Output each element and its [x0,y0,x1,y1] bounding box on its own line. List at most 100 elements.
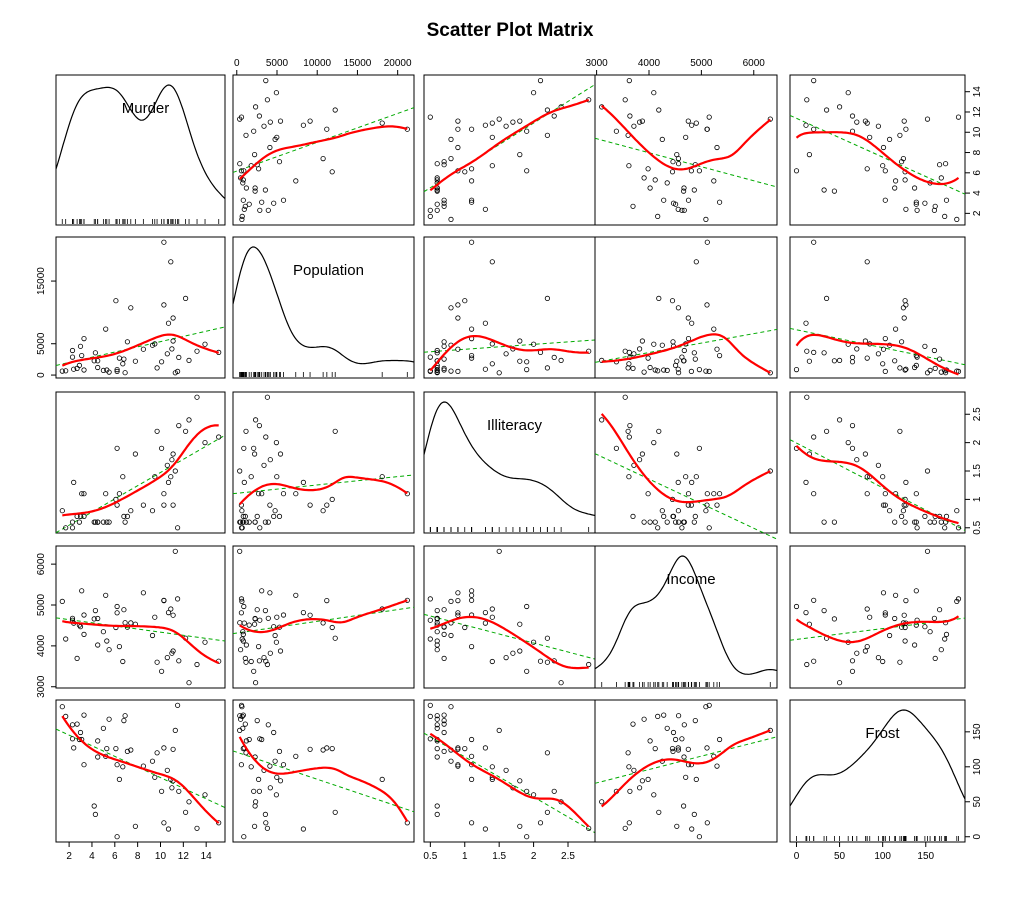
data-point [767,116,773,122]
data-point [176,658,182,664]
panel-frame [789,391,966,534]
data-point [243,185,249,191]
data-point [911,185,918,191]
data-point [81,612,87,618]
data-point [922,513,928,520]
data-point [307,612,313,618]
y-tick-label: 2.5 [972,407,983,421]
loess-smoother [429,732,590,828]
data-point [170,338,176,344]
data-point [627,113,633,119]
data-point [267,590,273,596]
data-point [651,439,657,446]
data-point [704,302,710,308]
data-point [693,474,699,480]
data-point [811,597,817,603]
data-point [714,763,720,769]
data-point [482,620,488,626]
linear-fit-line [594,137,778,188]
linear-fit-line [594,453,778,540]
data-point [77,343,84,349]
data-point [132,823,138,829]
panel-frame [594,74,778,226]
data-point [154,659,160,665]
data-point [630,203,636,209]
data-point [922,200,928,206]
data-point [265,519,271,525]
data-point [170,315,176,321]
data-point [599,357,605,363]
data-point [544,365,551,371]
data-point [441,203,447,209]
data-point [252,823,258,829]
data-point [159,445,165,451]
data-point [831,616,838,622]
data-point [675,156,682,162]
linear-fit-line [55,434,226,534]
data-point [113,298,119,304]
data-point [164,462,170,468]
data-point [455,745,461,751]
data-point [140,502,146,508]
data-point [455,762,461,768]
data-point [379,120,385,126]
data-point [100,367,107,373]
data-point [427,617,433,623]
data-point [496,370,502,376]
data-point [711,491,717,497]
panel-frame [55,391,226,534]
data-point [489,120,495,126]
data-point [307,746,313,752]
data-point [320,156,326,162]
data-point [63,525,69,531]
data-point [81,712,87,718]
data-point [332,809,338,815]
data-point [468,776,475,783]
data-point [626,764,632,770]
data-point [434,803,440,809]
panel-income-vs-murder [55,545,226,689]
data-point [524,668,530,674]
data-point [831,188,838,194]
data-point [441,200,447,206]
data-point [237,713,243,719]
data-point [434,620,440,626]
data-point [882,168,888,174]
data-point [169,346,175,352]
data-point [175,368,181,374]
data-point [849,359,856,365]
data-point [831,358,838,364]
data-point [811,434,817,440]
data-point [79,352,85,359]
data-point [489,614,495,620]
data-point [172,727,178,734]
data-point [931,207,938,213]
data-point [652,519,658,525]
data-point [685,197,692,203]
data-point [716,199,723,205]
diagonal-label-population: Population [293,262,364,279]
data-point [116,491,123,497]
data-point [954,216,960,222]
data-point [237,468,243,474]
data-point [379,776,385,783]
data-point [251,668,257,674]
data-point [59,598,65,605]
data-point [688,168,695,174]
data-point [661,712,667,718]
data-point [551,788,557,794]
data-point [241,834,247,840]
data-point [544,107,551,113]
panel-illiteracy-vs-frost [789,391,966,534]
data-point [864,355,870,361]
data-point [248,764,254,770]
data-point [864,474,870,480]
data-point [489,776,495,783]
data-point [674,358,680,364]
data-point [864,259,870,265]
data-point [558,357,564,363]
data-point [854,457,860,463]
data-point [434,811,440,818]
data-point [875,351,882,357]
data-point [434,745,440,752]
